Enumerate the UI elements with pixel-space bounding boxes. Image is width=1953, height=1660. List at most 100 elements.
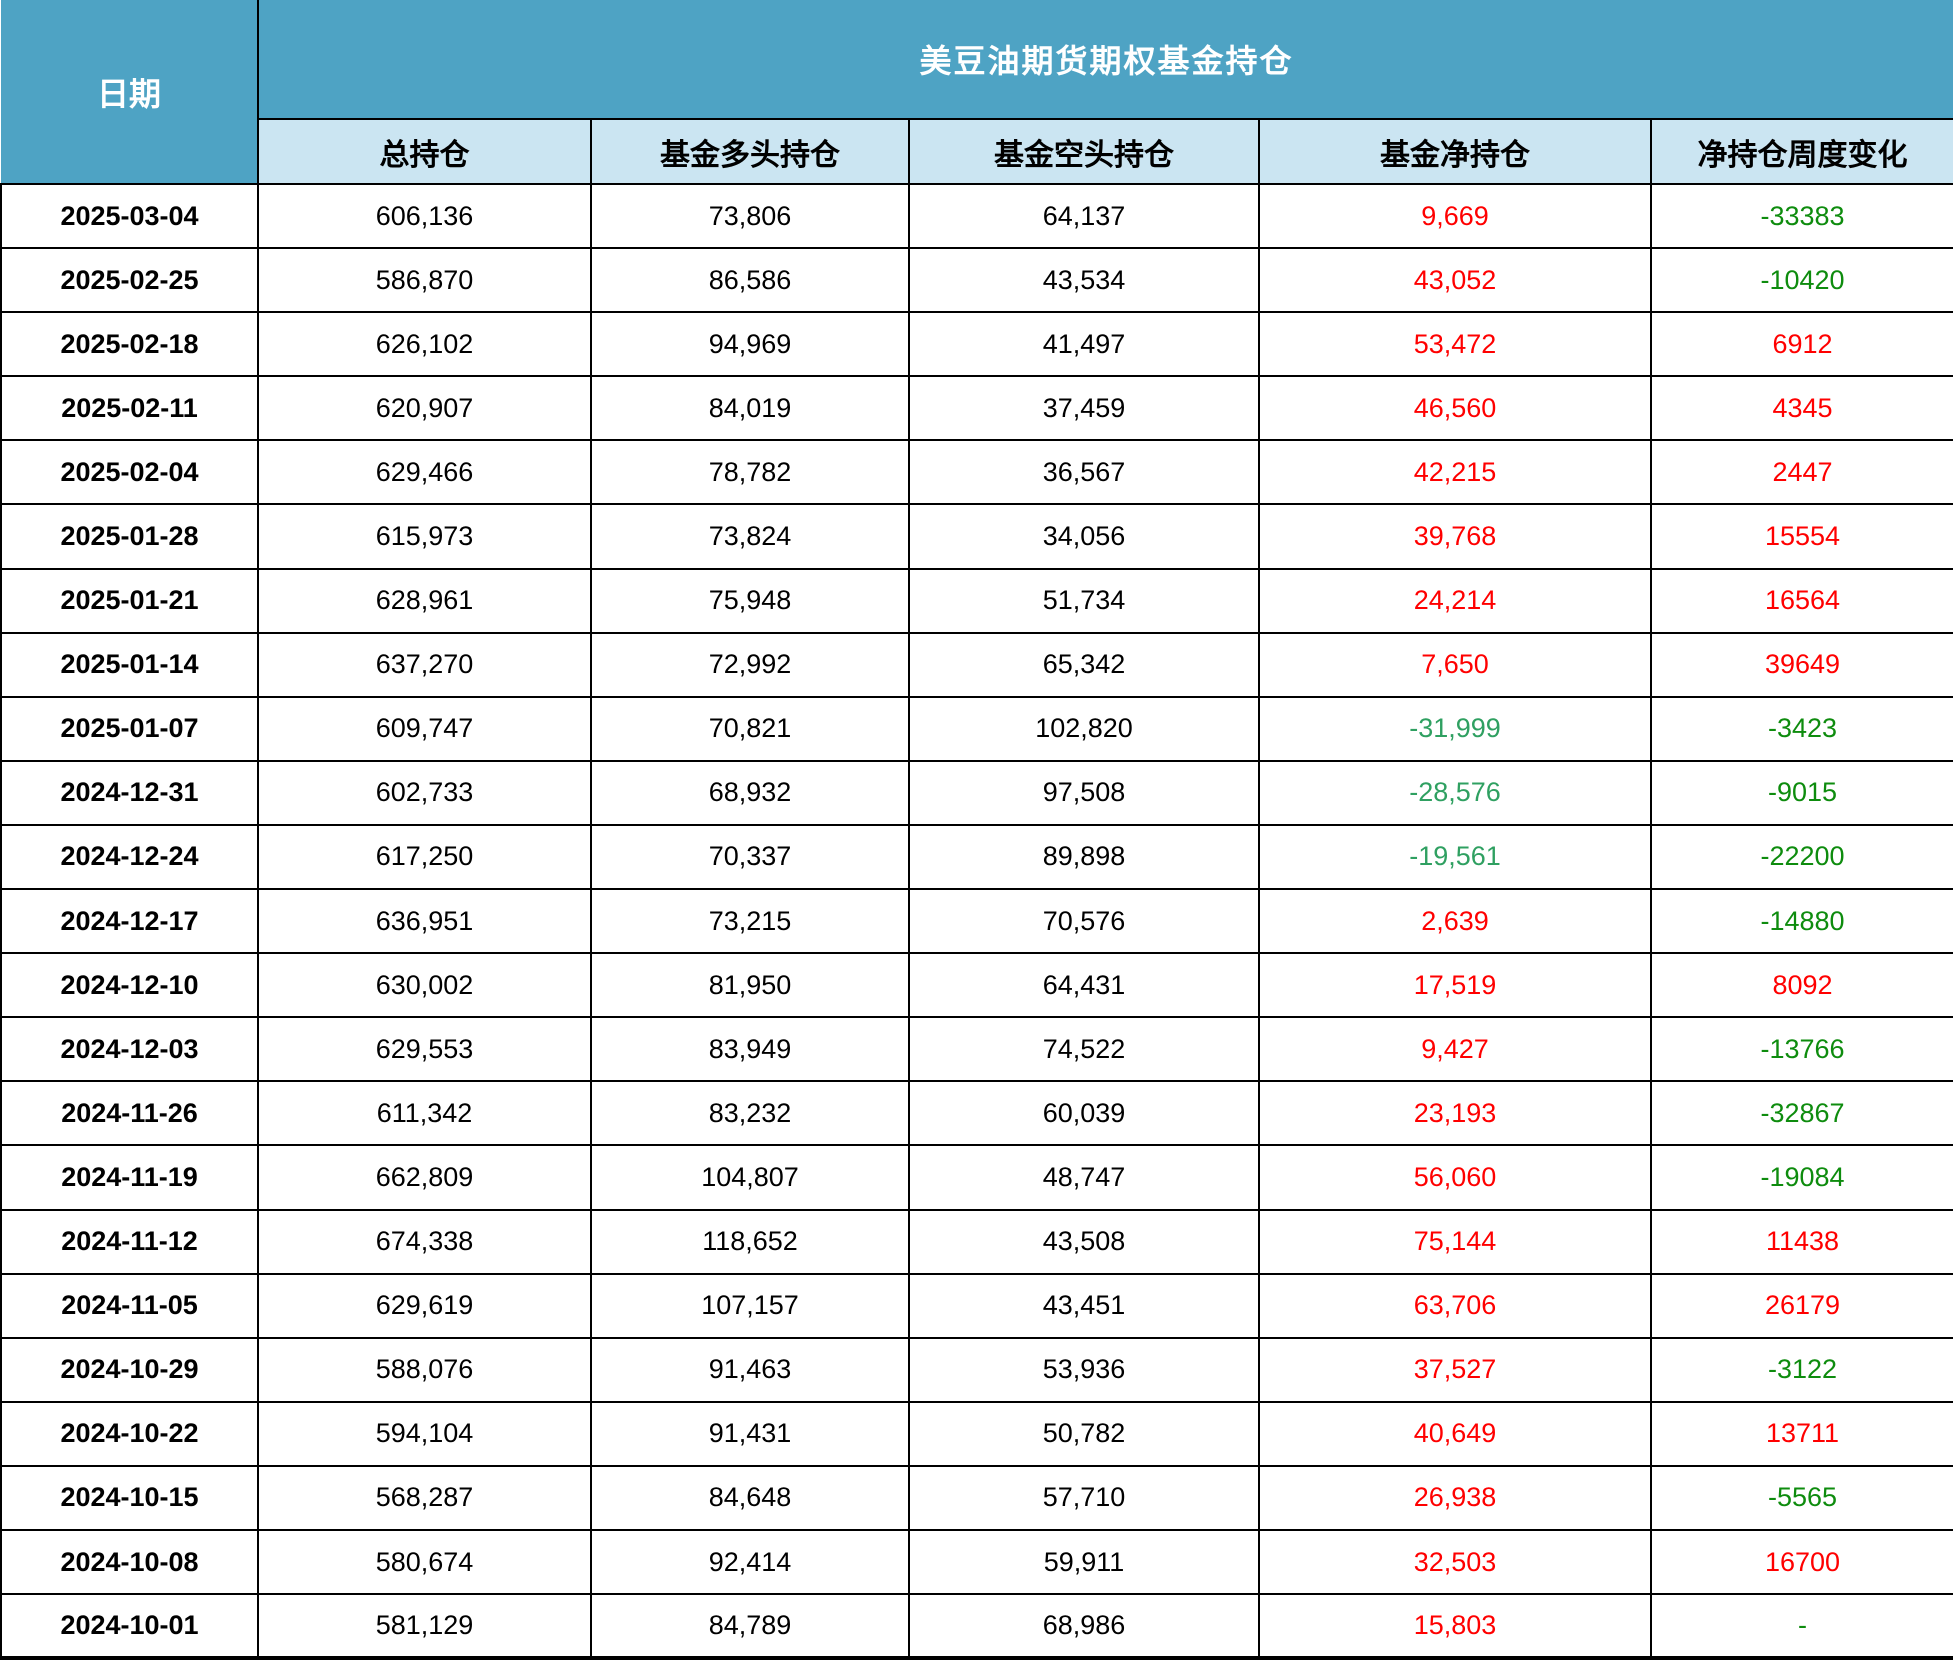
date-cell: 2024-10-08 bbox=[0, 1528, 259, 1596]
table-row: 2025-01-07 609,747 70,821 102,820 -31,99… bbox=[0, 695, 1953, 762]
fund-long-cell: 73,215 bbox=[590, 888, 910, 955]
column-header-total: 总持仓 bbox=[257, 118, 592, 185]
date-cell: 2025-02-25 bbox=[0, 247, 259, 314]
table-row: 2025-02-11 620,907 84,019 37,459 46,560 … bbox=[0, 375, 1953, 442]
net-weekly-change-cell: -13766 bbox=[1649, 1016, 1953, 1083]
total-positions-cell: 586,870 bbox=[257, 247, 592, 314]
total-positions-cell: 617,250 bbox=[257, 823, 592, 891]
net-weekly-change-cell: 4345 bbox=[1649, 375, 1953, 442]
net-weekly-change-cell: -3423 bbox=[1649, 695, 1953, 762]
net-weekly-change-cell: -14880 bbox=[1649, 888, 1953, 955]
column-header-fund-long: 基金多头持仓 bbox=[590, 118, 910, 185]
fund-short-cell: 57,710 bbox=[908, 1464, 1260, 1531]
table-row: 2024-11-12 674,338 118,652 43,508 75,144… bbox=[0, 1208, 1953, 1275]
fund-long-cell: 84,648 bbox=[590, 1464, 910, 1531]
date-cell: 2025-01-14 bbox=[0, 631, 259, 698]
date-cell: 2025-03-04 bbox=[0, 182, 259, 250]
column-header-fund-short: 基金空头持仓 bbox=[908, 118, 1260, 185]
fund-net-cell: 37,527 bbox=[1258, 1336, 1652, 1403]
fund-long-cell: 83,232 bbox=[590, 1080, 910, 1147]
fund-short-cell: 41,497 bbox=[908, 311, 1260, 378]
table-row: 2024-12-31 602,733 68,932 97,508 -28,576… bbox=[0, 759, 1953, 826]
date-cell: 2024-12-31 bbox=[0, 759, 259, 826]
fund-long-cell: 107,157 bbox=[590, 1272, 910, 1339]
fund-long-cell: 73,806 bbox=[590, 182, 910, 250]
fund-long-cell: 84,789 bbox=[590, 1593, 910, 1660]
fund-short-cell: 70,576 bbox=[908, 888, 1260, 955]
fund-short-cell: 65,342 bbox=[908, 631, 1260, 698]
fund-long-cell: 86,586 bbox=[590, 247, 910, 314]
net-weekly-change-cell: -5565 bbox=[1649, 1464, 1953, 1531]
date-cell: 2024-10-22 bbox=[0, 1400, 259, 1467]
fund-net-cell: 53,472 bbox=[1258, 311, 1652, 378]
fund-long-cell: 68,932 bbox=[590, 759, 910, 826]
table-row: 2024-10-22 594,104 91,431 50,782 40,649 … bbox=[0, 1400, 1953, 1467]
total-positions-cell: 602,733 bbox=[257, 759, 592, 826]
date-cell: 2025-01-21 bbox=[0, 567, 259, 634]
total-positions-cell: 609,747 bbox=[257, 695, 592, 762]
column-header-net-weekly-change: 净持仓周度变化 bbox=[1649, 118, 1953, 185]
total-positions-cell: 628,961 bbox=[257, 567, 592, 634]
date-cell: 2024-10-15 bbox=[0, 1464, 259, 1531]
fund-net-cell: 75,144 bbox=[1258, 1208, 1652, 1275]
total-positions-cell: 630,002 bbox=[257, 952, 592, 1019]
total-positions-cell: 611,342 bbox=[257, 1080, 592, 1147]
date-cell: 2025-02-04 bbox=[0, 439, 259, 506]
fund-long-cell: 104,807 bbox=[590, 1144, 910, 1211]
fund-short-cell: 43,534 bbox=[908, 247, 1260, 314]
table-row: 2025-02-04 629,466 78,782 36,567 42,215 … bbox=[0, 439, 1953, 506]
table-row: 2024-12-10 630,002 81,950 64,431 17,519 … bbox=[0, 952, 1953, 1019]
fund-net-cell: -28,576 bbox=[1258, 759, 1652, 826]
fund-net-cell: 9,427 bbox=[1258, 1016, 1652, 1083]
table-row: 2025-03-04 606,136 73,806 64,137 9,669 -… bbox=[0, 182, 1953, 250]
total-positions-cell: 620,907 bbox=[257, 375, 592, 442]
net-weekly-change-cell: 39649 bbox=[1649, 631, 1953, 698]
net-weekly-change-cell: 8092 bbox=[1649, 952, 1953, 1019]
fund-long-cell: 73,824 bbox=[590, 503, 910, 570]
fund-short-cell: 68,986 bbox=[908, 1593, 1260, 1660]
net-weekly-change-cell: 6912 bbox=[1649, 311, 1953, 378]
fund-short-cell: 89,898 bbox=[908, 823, 1260, 891]
table-header: 日期 美豆油期货期权基金持仓 总持仓 基金多头持仓 基金空头持仓 基金净持仓 净… bbox=[1, 0, 1953, 185]
net-weekly-change-cell: 13711 bbox=[1649, 1400, 1953, 1467]
fund-long-cell: 81,950 bbox=[590, 952, 910, 1019]
table-row: 2025-01-28 615,973 73,824 34,056 39,768 … bbox=[0, 503, 1953, 570]
table-row: 2024-12-17 636,951 73,215 70,576 2,639 -… bbox=[0, 888, 1953, 955]
fund-long-cell: 75,948 bbox=[590, 567, 910, 634]
table-row: 2025-01-14 637,270 72,992 65,342 7,650 3… bbox=[0, 631, 1953, 698]
fund-long-cell: 94,969 bbox=[590, 311, 910, 378]
total-positions-cell: 629,619 bbox=[257, 1272, 592, 1339]
table-row: 2024-10-15 568,287 84,648 57,710 26,938 … bbox=[0, 1464, 1953, 1531]
net-weekly-change-cell: 15554 bbox=[1649, 503, 1953, 570]
fund-short-cell: 64,137 bbox=[908, 182, 1260, 250]
net-weekly-change-cell: -3122 bbox=[1649, 1336, 1953, 1403]
fund-short-cell: 43,508 bbox=[908, 1208, 1260, 1275]
net-weekly-change-cell: - bbox=[1649, 1593, 1953, 1660]
fund-net-cell: 63,706 bbox=[1258, 1272, 1652, 1339]
table-row: 2024-11-19 662,809 104,807 48,747 56,060… bbox=[0, 1144, 1953, 1211]
net-weekly-change-cell: -32867 bbox=[1649, 1080, 1953, 1147]
table-body: 2025-03-04 606,136 73,806 64,137 9,669 -… bbox=[0, 182, 1953, 1660]
fund-short-cell: 51,734 bbox=[908, 567, 1260, 634]
fund-net-cell: -19,561 bbox=[1258, 823, 1652, 891]
fund-short-cell: 43,451 bbox=[908, 1272, 1260, 1339]
total-positions-cell: 615,973 bbox=[257, 503, 592, 570]
net-weekly-change-cell: -19084 bbox=[1649, 1144, 1953, 1211]
fund-net-cell: 56,060 bbox=[1258, 1144, 1652, 1211]
fund-net-cell: 32,503 bbox=[1258, 1528, 1652, 1596]
fund-net-cell: 2,639 bbox=[1258, 888, 1652, 955]
fund-net-cell: 46,560 bbox=[1258, 375, 1652, 442]
fund-long-cell: 118,652 bbox=[590, 1208, 910, 1275]
subheader-row: 总持仓 基金多头持仓 基金空头持仓 基金净持仓 净持仓周度变化 bbox=[1, 118, 1953, 185]
fund-short-cell: 36,567 bbox=[908, 439, 1260, 506]
date-cell: 2025-02-18 bbox=[0, 311, 259, 378]
table-row: 2024-11-05 629,619 107,157 43,451 63,706… bbox=[0, 1272, 1953, 1339]
fund-net-cell: 17,519 bbox=[1258, 952, 1652, 1019]
fund-long-cell: 91,431 bbox=[590, 1400, 910, 1467]
net-weekly-change-cell: 26179 bbox=[1649, 1272, 1953, 1339]
date-cell: 2024-11-05 bbox=[0, 1272, 259, 1339]
date-column-header: 日期 bbox=[1, 0, 259, 185]
fund-long-cell: 91,463 bbox=[590, 1336, 910, 1403]
fund-long-cell: 83,949 bbox=[590, 1016, 910, 1083]
fund-net-cell: 42,215 bbox=[1258, 439, 1652, 506]
